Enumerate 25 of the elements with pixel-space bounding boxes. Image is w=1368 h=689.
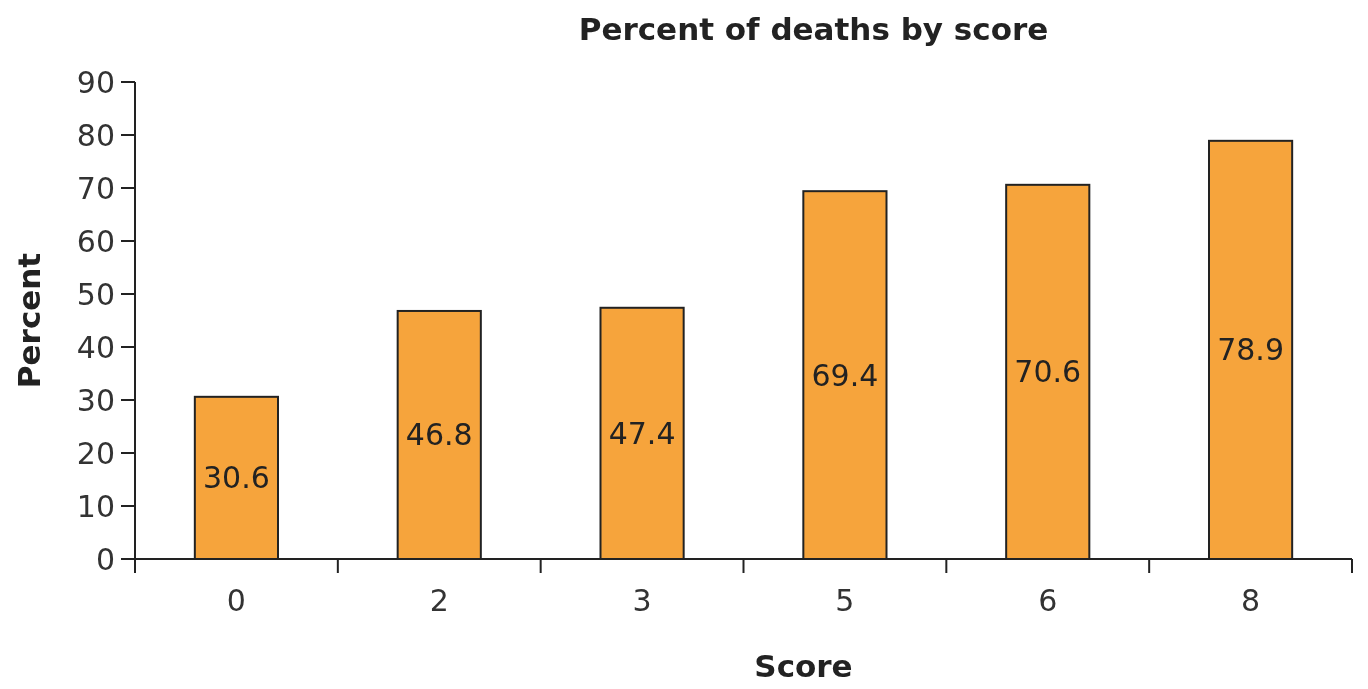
x-tick-label: 8 [1241, 583, 1261, 618]
data-label: 47.4 [608, 415, 676, 451]
y-tick-label: 30 [76, 382, 115, 418]
x-axis-title: Score [754, 648, 853, 684]
x-tick-label: 2 [429, 583, 449, 618]
x-tick-label: 3 [632, 583, 652, 618]
data-label: 46.8 [405, 417, 473, 453]
y-tick-label: 50 [76, 276, 115, 312]
y-tick-label: 0 [95, 541, 115, 577]
data-label: 30.6 [203, 460, 270, 496]
y-tick-label: 60 [76, 223, 115, 259]
y-tick-label: 90 [76, 64, 115, 100]
y-axis-title: Percent [11, 252, 47, 389]
y-tick-label: 80 [76, 117, 115, 153]
x-tick-label: 6 [1038, 583, 1058, 618]
data-label: 69.4 [811, 357, 879, 393]
x-tick-label: 0 [226, 583, 246, 618]
y-tick-label: 70 [76, 170, 115, 206]
y-tick-label: 40 [76, 329, 115, 365]
data-label: 78.9 [1217, 332, 1284, 368]
data-label: 70.6 [1014, 354, 1082, 390]
chart-title: Percent of deaths by score [578, 11, 1049, 47]
y-tick-label: 10 [76, 488, 115, 524]
x-tick-label: 5 [835, 583, 855, 618]
y-tick-label: 20 [76, 435, 115, 471]
